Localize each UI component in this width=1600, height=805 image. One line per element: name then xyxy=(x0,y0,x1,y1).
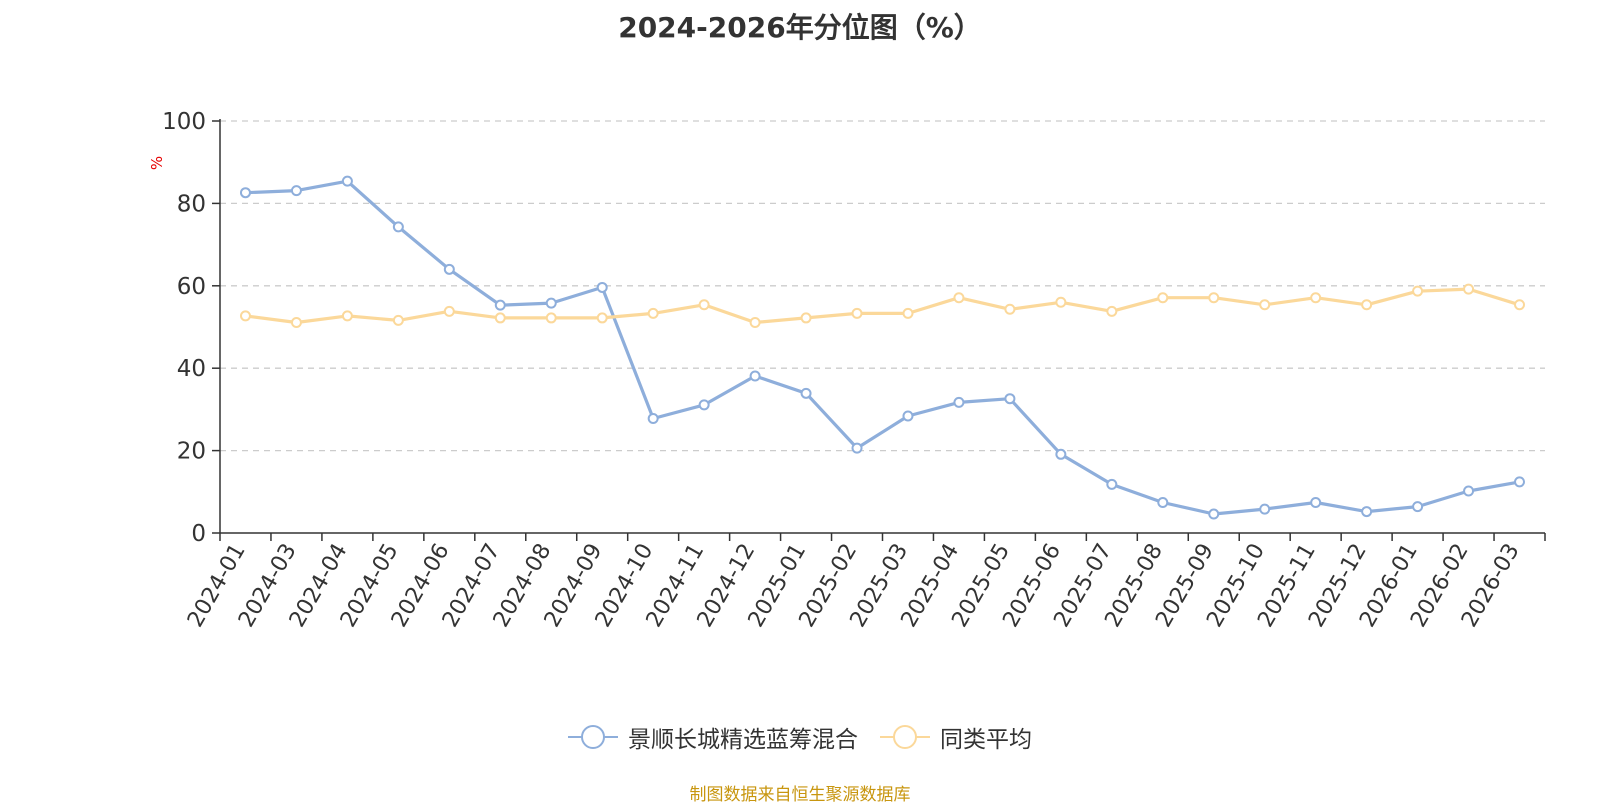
series-0-point xyxy=(1157,497,1169,509)
series-1-point xyxy=(1055,296,1067,308)
series-1-point xyxy=(1208,292,1220,304)
series-1-point xyxy=(1157,292,1169,304)
y-tick-label: 20 xyxy=(177,439,206,465)
series-0-point xyxy=(443,263,455,275)
series-1-point xyxy=(953,292,965,304)
series-0-point xyxy=(1004,393,1016,405)
series-0-point xyxy=(902,410,914,422)
series-1-point xyxy=(341,310,353,322)
legend-item-average[interactable]: 同类平均 xyxy=(880,720,1032,754)
series-1-point xyxy=(239,310,251,322)
series-1-point xyxy=(1514,299,1526,311)
series-0-point xyxy=(596,281,608,293)
y-tick-label: 100 xyxy=(162,109,206,135)
legend-average-line-icon xyxy=(880,725,930,749)
chart-legend: 景顺长城精选蓝筹混合 同类平均 xyxy=(0,720,1600,754)
series-1-point xyxy=(1361,299,1373,311)
series-lines xyxy=(239,175,1526,520)
series-0-point xyxy=(1514,476,1526,488)
y-tick-label: 40 xyxy=(177,356,206,382)
series-0-point xyxy=(1106,478,1118,490)
y-tick-label: 60 xyxy=(177,274,206,300)
series-1-point xyxy=(1106,305,1118,317)
series-1-point xyxy=(443,305,455,317)
series-0-point xyxy=(545,297,557,309)
series-0-point xyxy=(1361,506,1373,518)
series-line-0 xyxy=(245,179,1520,516)
series-1-point xyxy=(1412,285,1424,297)
series-0-point xyxy=(1055,448,1067,460)
series-0-point xyxy=(851,442,863,454)
series-1-point xyxy=(902,307,914,319)
series-1-point xyxy=(596,312,608,324)
series-1-point xyxy=(851,307,863,319)
series-line-1 xyxy=(245,287,1520,325)
series-0-point xyxy=(749,370,761,382)
legend-label-fund: 景顺长城精选蓝筹混合 xyxy=(628,727,858,753)
series-1-point xyxy=(1259,299,1271,311)
series-0-point xyxy=(698,399,710,411)
series-0-point xyxy=(1259,503,1271,515)
series-0-point xyxy=(290,185,302,197)
series-1-point xyxy=(800,312,812,324)
series-1-point xyxy=(749,316,761,328)
series-0-point xyxy=(1208,508,1220,520)
legend-item-fund[interactable]: 景顺长城精选蓝筹混合 xyxy=(568,720,858,754)
chart-title: 2024-2026年分位图（%） xyxy=(618,11,982,44)
y-tick-label: 80 xyxy=(177,191,206,217)
series-0-point xyxy=(953,396,965,408)
series-0-point xyxy=(392,221,404,233)
y-axis-label: % xyxy=(148,156,166,170)
grid-lines xyxy=(220,120,1545,452)
series-1-point xyxy=(290,316,302,328)
series-1-point xyxy=(392,314,404,326)
series-1-point xyxy=(1310,292,1322,304)
series-0-point xyxy=(800,387,812,399)
series-1-point xyxy=(494,312,506,324)
series-1-point xyxy=(698,299,710,311)
series-1-point xyxy=(1004,303,1016,315)
series-0-point xyxy=(239,187,251,199)
series-1-point xyxy=(1463,283,1475,295)
axes xyxy=(212,119,1546,541)
source-note: 制图数据来自恒生聚源数据库 xyxy=(689,785,911,805)
series-0-point xyxy=(341,175,353,187)
y-tick-label: 0 xyxy=(191,521,206,547)
series-0-point xyxy=(1310,497,1322,509)
series-1-point xyxy=(545,312,557,324)
series-1-point xyxy=(647,307,659,319)
legend-label-average: 同类平均 xyxy=(940,727,1032,753)
series-0-point xyxy=(1412,501,1424,513)
series-0-point xyxy=(1463,485,1475,497)
legend-fund-line-icon xyxy=(568,725,618,749)
series-0-point xyxy=(647,412,659,424)
series-0-point xyxy=(494,299,506,311)
